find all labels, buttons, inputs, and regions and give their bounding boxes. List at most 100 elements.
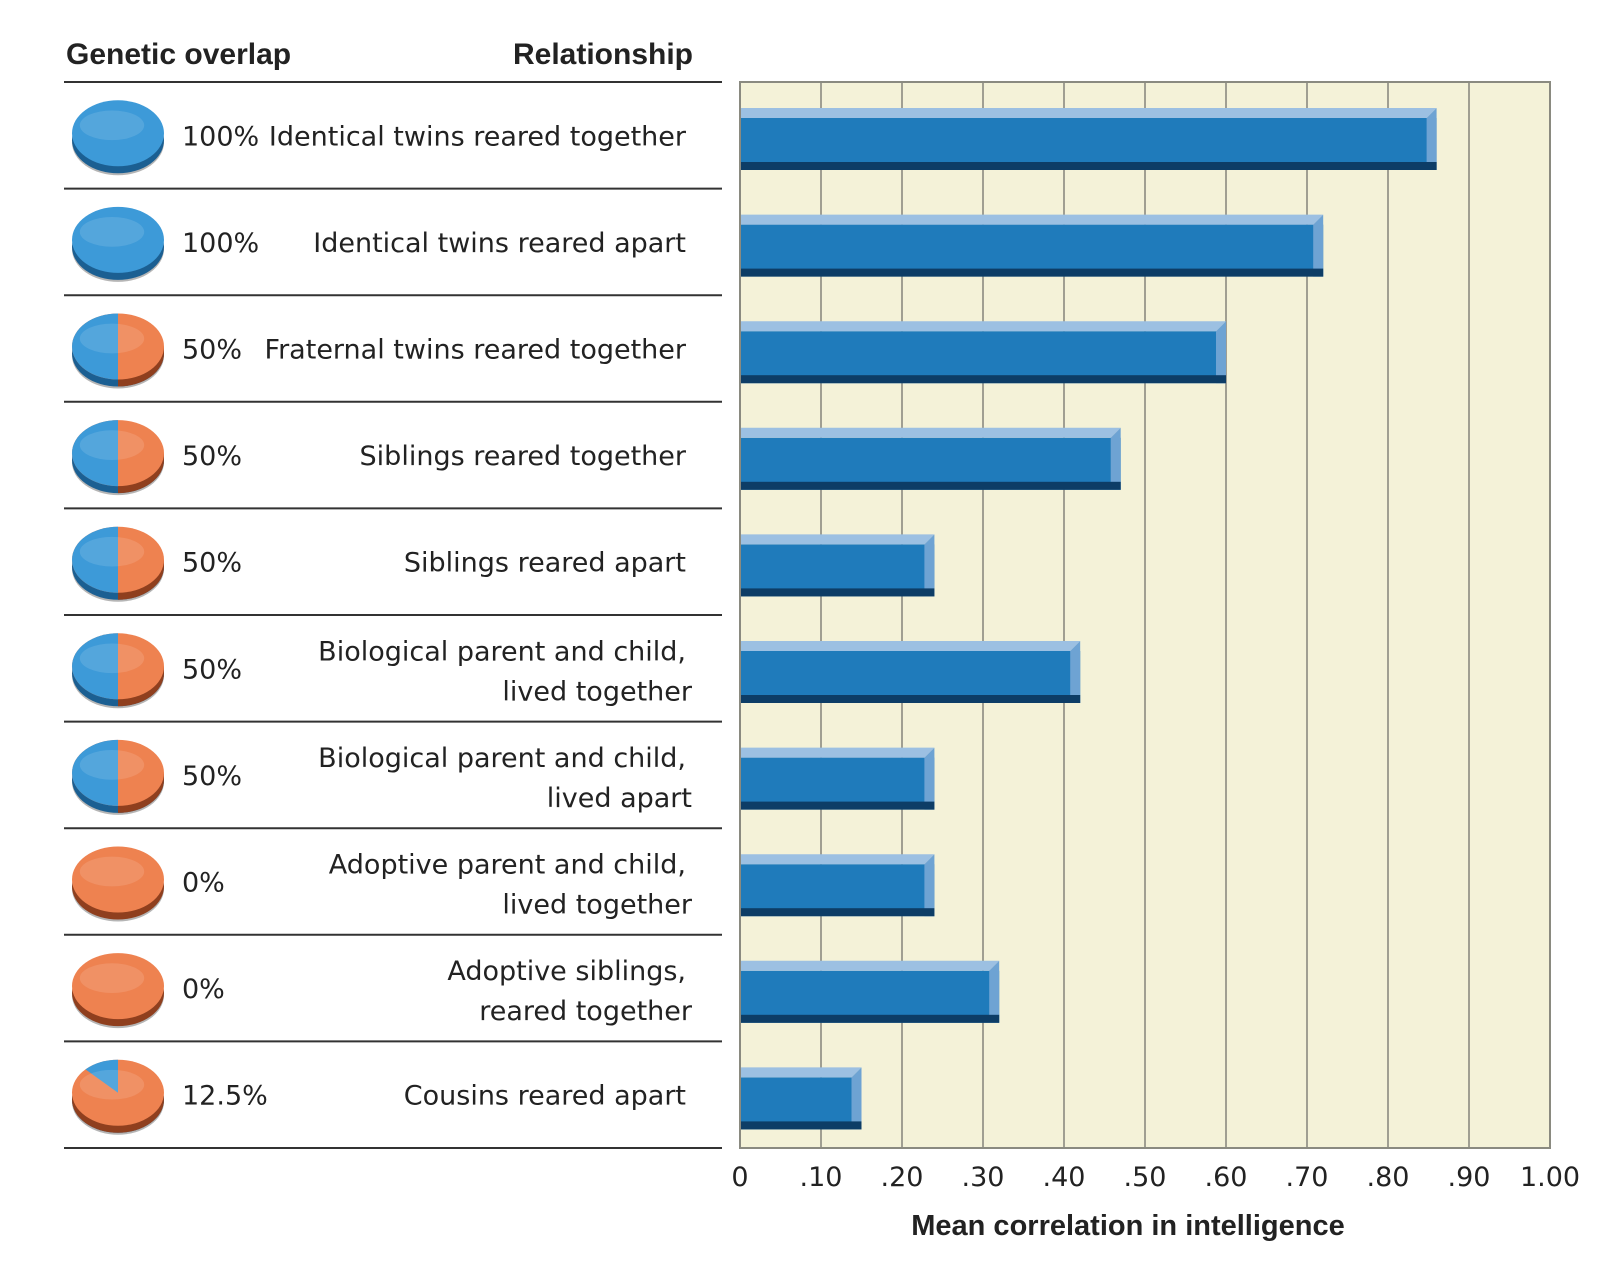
bar-face (740, 970, 1000, 1023)
plot-frame (739, 81, 1551, 1149)
genetic-overlap-pie-icon (72, 100, 164, 176)
table-row: 0% Adoptive siblings, reared together (72, 953, 693, 1029)
relationship-label: Cousins reared apart (404, 1081, 686, 1112)
bar-end-face (1313, 214, 1324, 277)
table-row: 50% Biological parent and child, lived tog… (72, 633, 693, 709)
pie-blue-wedge (72, 739, 118, 806)
bar (740, 1067, 862, 1130)
bar-face (740, 118, 1437, 170)
x-tick-label: .10 (800, 1162, 843, 1193)
genetic-overlap-value: 50% (182, 761, 242, 792)
genetic-overlap-value: 100% (182, 121, 259, 152)
table-row: 12.5% Cousins reared apart (72, 1059, 686, 1135)
bars (740, 108, 1437, 1130)
relationship-label: Fraternal twins reared together (265, 335, 687, 366)
relationship-label-line1: Biological parent and child, (318, 636, 686, 667)
bar (740, 108, 1437, 170)
bar-end-face (1426, 108, 1437, 170)
bar-top-face (740, 1067, 862, 1078)
bar (740, 534, 935, 597)
x-tick-label: .40 (1043, 1162, 1086, 1193)
bar-face (740, 864, 935, 917)
relationship-header: Relationship (513, 38, 693, 71)
bar (740, 641, 1081, 703)
relationship-label: Identical twins reared apart (313, 228, 686, 259)
pie-highlight (79, 1069, 145, 1100)
relationship-label-line2: lived together (502, 890, 692, 921)
x-tick-label: .60 (1205, 1162, 1248, 1193)
bar-top-face (740, 854, 935, 865)
bar-face (740, 331, 1226, 384)
x-tick-label: .30 (962, 1162, 1005, 1193)
bar-end-face (1216, 321, 1226, 384)
bar (740, 747, 935, 810)
relationship-label: Siblings reared together (360, 441, 687, 472)
relationship-label-line1: Biological parent and child, (318, 743, 686, 774)
bar-end-face (924, 854, 935, 917)
pie-highlight (79, 430, 145, 460)
bar-bottom-edge (740, 695, 1081, 703)
bar-face (740, 1077, 862, 1130)
genetic-overlap-pie-icon (72, 846, 164, 922)
bar (740, 960, 1000, 1023)
table-row: 100% Identical twins reared apart (72, 206, 686, 282)
x-axis-label: Mean correlation in intelligence (911, 1210, 1345, 1242)
pie-highlight (79, 536, 145, 567)
genetic-overlap-value: 50% (182, 654, 242, 685)
bar-bottom-edge (740, 375, 1226, 384)
bar-top-face (740, 960, 1000, 971)
genetic-overlap-pie-icon (72, 953, 164, 1029)
bar-face (740, 757, 935, 810)
bar-top-face (740, 321, 1226, 332)
x-tick-label: .50 (1124, 1162, 1167, 1193)
genetic-overlap-value: 50% (182, 441, 242, 472)
pie-highlight (79, 643, 145, 674)
bar-bottom-edge (740, 908, 935, 917)
bar-top-face (740, 214, 1324, 225)
pie-highlight (79, 323, 145, 354)
relationship-label-line2: lived together (502, 676, 692, 707)
pie-top (72, 100, 164, 167)
relationship-label-line1: Adoptive siblings, (447, 956, 686, 987)
bar (740, 427, 1121, 490)
x-tick-label: .90 (1448, 1162, 1491, 1193)
bar-end-face (924, 534, 935, 597)
bar-bottom-edge (740, 162, 1437, 170)
bar (740, 321, 1226, 384)
table-row: 50% Siblings reared apart (72, 526, 686, 602)
bar (740, 214, 1324, 277)
relationship-label-line2: lived apart (547, 783, 692, 814)
bar-face (740, 224, 1324, 277)
pie-highlight (79, 110, 145, 141)
bar-bottom-edge (740, 481, 1121, 490)
pie-highlight (79, 750, 145, 780)
pie-blue-wedge (85, 1059, 118, 1093)
bar-end-face (1110, 427, 1121, 490)
x-tick-label: 1.00 (1520, 1162, 1580, 1193)
relationship-label: Identical twins reared together (269, 121, 687, 152)
bar-bottom-edge (740, 588, 935, 597)
x-tick-label: .70 (1286, 1162, 1329, 1193)
pie-top (72, 846, 164, 913)
genetic-overlap-value: 50% (182, 335, 242, 366)
pie-blue-wedge (72, 420, 118, 487)
bar-end-face (1070, 641, 1081, 703)
bar-bottom-edge (740, 801, 935, 810)
bar-face (740, 437, 1121, 490)
bar-top-face (740, 427, 1121, 438)
pie-highlight (79, 217, 145, 247)
x-axis-ticks: 0 .10 .20 .30 .40 .50 .60 .70 .80 .90 1.00 (731, 1162, 1580, 1193)
genetic-overlap-value: 100% (182, 228, 259, 259)
relationship-table: 100% Identical twins reared together 100% I… (64, 81, 722, 1149)
pie-top (72, 953, 164, 1020)
pie-highlight (79, 963, 145, 993)
table-row: 100% Identical twins reared together (72, 100, 687, 176)
genetic-overlap-value: 50% (182, 548, 242, 579)
table-row: 50% Biological parent and child, lived apa… (72, 739, 692, 815)
x-tick-label: .20 (881, 1162, 924, 1193)
bar-bottom-edge (740, 1014, 1000, 1023)
genetic-overlap-pie-icon (72, 206, 164, 282)
genetic-overlap-value: 0% (182, 868, 225, 899)
pie-blue-wedge (72, 633, 118, 700)
